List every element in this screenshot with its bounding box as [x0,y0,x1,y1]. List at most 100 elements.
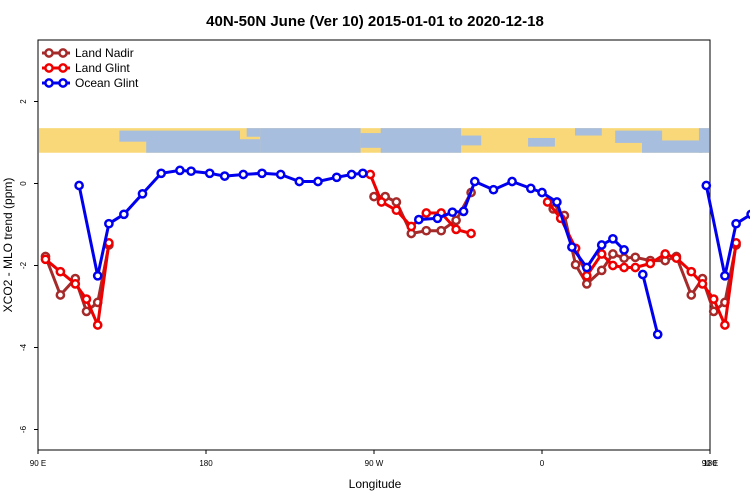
data-point [466,228,476,239]
data-point [346,169,357,180]
data-point [596,265,607,276]
chart-title: 40N-50N June (Ver 10) 2015-01-01 to 2020… [206,13,544,30]
legend-label: Land Glint [75,61,130,75]
data-point [660,249,671,259]
data-point [525,183,536,194]
data-point [376,197,387,207]
data-point [720,270,730,281]
data-point [469,176,480,187]
data-point [720,320,730,330]
data-point [645,258,656,269]
x-tick-label: 90 E [702,459,718,468]
data-point [104,218,114,229]
data-point [451,224,461,235]
data-point [619,245,629,255]
data-point [40,254,51,265]
data-point [413,214,424,225]
data-point [637,269,648,280]
data-point [567,242,577,252]
data-point [596,249,607,259]
legend-label: Land Nadir [75,46,134,60]
data-point [204,168,215,179]
legend-swatch-marker [58,63,68,73]
map-band-ocean [575,128,602,136]
data-point [81,294,92,304]
data-point [686,290,697,300]
series-line [641,274,660,335]
data-point [746,209,750,220]
data-point [447,207,458,218]
data-point [488,184,499,195]
data-point [294,176,305,187]
data-point [365,169,376,180]
data-point [391,205,402,216]
legend-swatch-marker [58,48,68,58]
data-point [81,306,92,317]
data-point [708,294,719,304]
data-point [313,176,323,187]
data-point [581,279,592,289]
series-land-glint [40,169,741,330]
map-band-ocean [642,140,703,153]
data-point [619,262,629,273]
data-point [570,259,581,270]
map-band-ocean [698,128,709,153]
data-point [257,168,267,179]
legend-swatch-marker [44,63,54,73]
y-tick-label: -6 [19,425,28,433]
data-point [581,270,592,281]
y-tick-label: -4 [19,343,28,351]
legend-swatch-marker [44,48,54,58]
legend-label: Ocean Glint [75,76,139,90]
series-line [77,168,363,278]
data-point [552,197,562,207]
data-point [436,225,447,236]
data-point [357,168,368,179]
data-point [542,197,553,207]
series-line [552,207,738,313]
data-point [186,166,196,177]
data-point [701,180,712,191]
legend-swatch-marker [44,78,54,88]
map-band-ocean [119,130,240,142]
y-axis: 2 0 -2 -4 -6 [19,99,38,433]
data-point [697,279,708,289]
map-band-ocean [146,139,261,153]
map-band-ocean [246,128,261,137]
data-point [92,320,103,330]
map-band-ocean [380,128,462,153]
map-band-ocean [615,130,663,143]
data-point [432,213,443,224]
data-point [369,191,379,202]
data-point [92,270,103,281]
plot-frame [37,39,711,451]
data-point [708,306,719,317]
data-point [458,206,469,217]
data-point [421,225,432,236]
data-point [581,262,592,273]
data-point [686,266,697,277]
data-point [608,233,618,244]
data-point [55,290,66,300]
data-point [608,260,618,271]
x-tick-label: 180 [199,459,213,468]
x-axis-label: Longitude [349,477,402,491]
data-point [219,171,230,181]
data-point [451,215,461,226]
data-point [391,197,402,207]
series-line [704,185,750,278]
data-point [119,209,129,220]
series-line [44,244,111,313]
x-tick-label: 0 [540,459,545,468]
data-point [596,240,607,250]
data-point [275,169,286,180]
data-point [731,218,741,229]
data-point [608,249,618,259]
data-point [537,187,547,198]
world-map-band [39,128,709,153]
data-point [507,176,517,187]
x-tick-label: 90 W [365,459,384,468]
